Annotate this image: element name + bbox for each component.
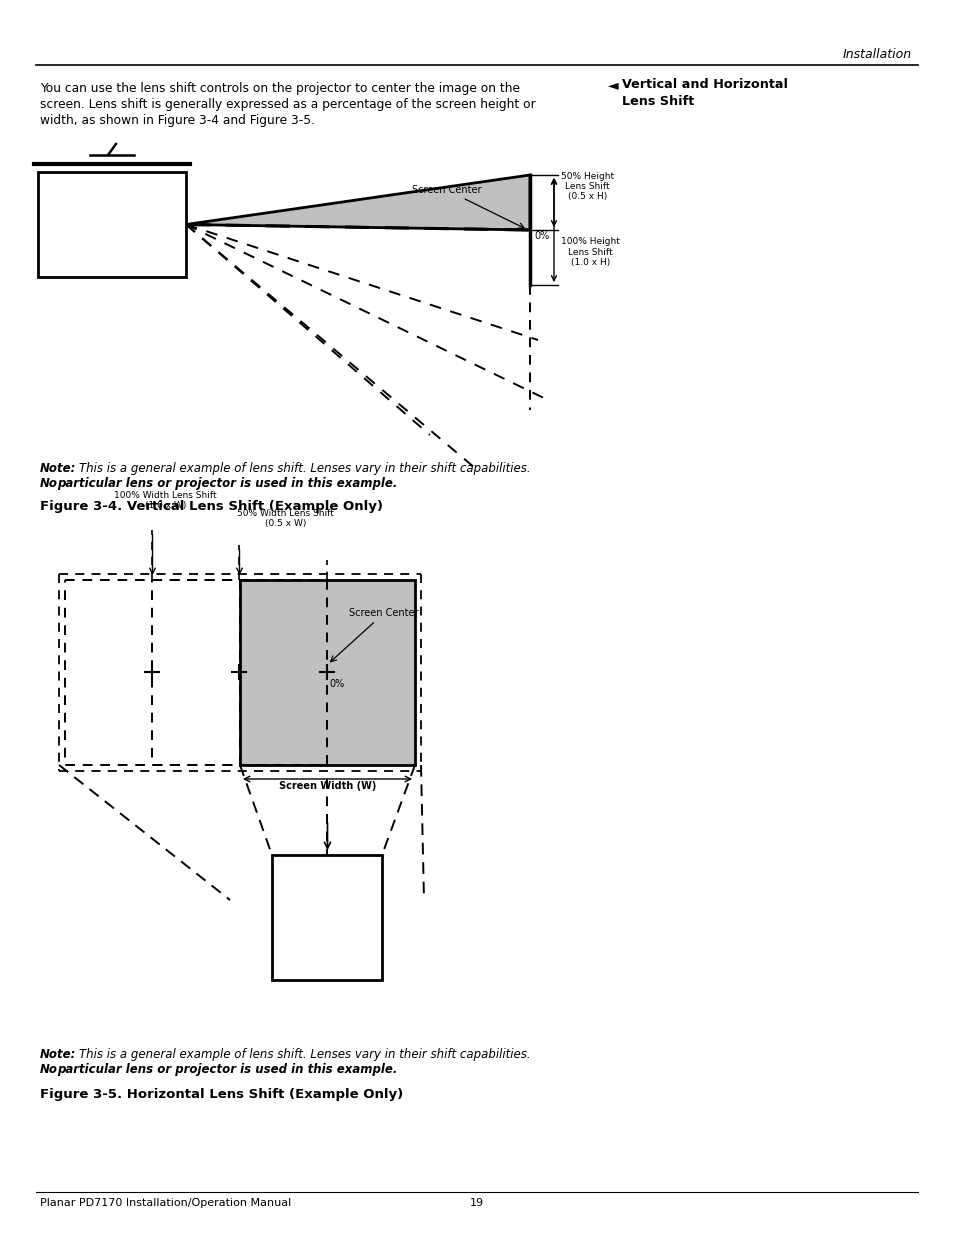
Text: This is a general example of lens shift. Lenses vary in their shift capabilities: This is a general example of lens shift.…	[79, 462, 530, 475]
Text: 100% Height
Lens Shift
(1.0 x H): 100% Height Lens Shift (1.0 x H)	[560, 237, 619, 267]
Text: width, as shown in Figure 3-4 and Figure 3-5.: width, as shown in Figure 3-4 and Figure…	[40, 114, 314, 127]
Text: Vertical and Horizontal: Vertical and Horizontal	[621, 78, 787, 91]
Polygon shape	[186, 175, 530, 230]
Text: Screen Center: Screen Center	[331, 608, 418, 662]
Bar	[272, 855, 381, 981]
Text: particular lens or projector is used in this example.: particular lens or projector is used in …	[57, 1063, 397, 1076]
Text: Planar PD7170 Installation/Operation Manual: Planar PD7170 Installation/Operation Man…	[40, 1198, 291, 1208]
Text: ◄: ◄	[607, 78, 618, 91]
Text: particular lens or projector is used in this example.: particular lens or projector is used in …	[57, 477, 397, 490]
Text: Screen Center: Screen Center	[412, 185, 524, 228]
Text: screen. Lens shift is generally expressed as a percentage of the screen height o: screen. Lens shift is generally expresse…	[40, 98, 536, 111]
Text: 0%: 0%	[534, 231, 549, 241]
Text: 50% Height
Lens Shift
(0.5 x H): 50% Height Lens Shift (0.5 x H)	[560, 172, 614, 201]
Text: No: No	[40, 1063, 58, 1076]
Text: No: No	[40, 477, 58, 490]
Text: Figure 3-4. Vertical Lens Shift (Example Only): Figure 3-4. Vertical Lens Shift (Example…	[40, 500, 382, 513]
Text: 50% Width Lens Shift
(0.5 x W): 50% Width Lens Shift (0.5 x W)	[237, 509, 334, 529]
Text: Screen Width (W): Screen Width (W)	[278, 781, 375, 790]
Text: Note:: Note:	[40, 462, 76, 475]
Text: Installation: Installation	[842, 48, 911, 61]
Text: Figure 3-5. Horizontal Lens Shift (Example Only): Figure 3-5. Horizontal Lens Shift (Examp…	[40, 1088, 403, 1100]
Text: 0%: 0%	[329, 679, 344, 689]
Text: You can use the lens shift controls on the projector to center the image on the: You can use the lens shift controls on t…	[40, 82, 519, 95]
Text: 19: 19	[470, 1198, 483, 1208]
Text: Note:: Note:	[40, 1049, 76, 1061]
Text: This is a general example of lens shift. Lenses vary in their shift capabilities: This is a general example of lens shift.…	[79, 1049, 530, 1061]
Bar	[38, 172, 186, 277]
Text: 100% Width Lens Shift
(1.0 x W): 100% Width Lens Shift (1.0 x W)	[114, 490, 217, 510]
Bar	[65, 580, 240, 764]
Bar	[240, 580, 415, 764]
Bar	[152, 580, 327, 764]
Text: Lens Shift: Lens Shift	[621, 95, 694, 107]
